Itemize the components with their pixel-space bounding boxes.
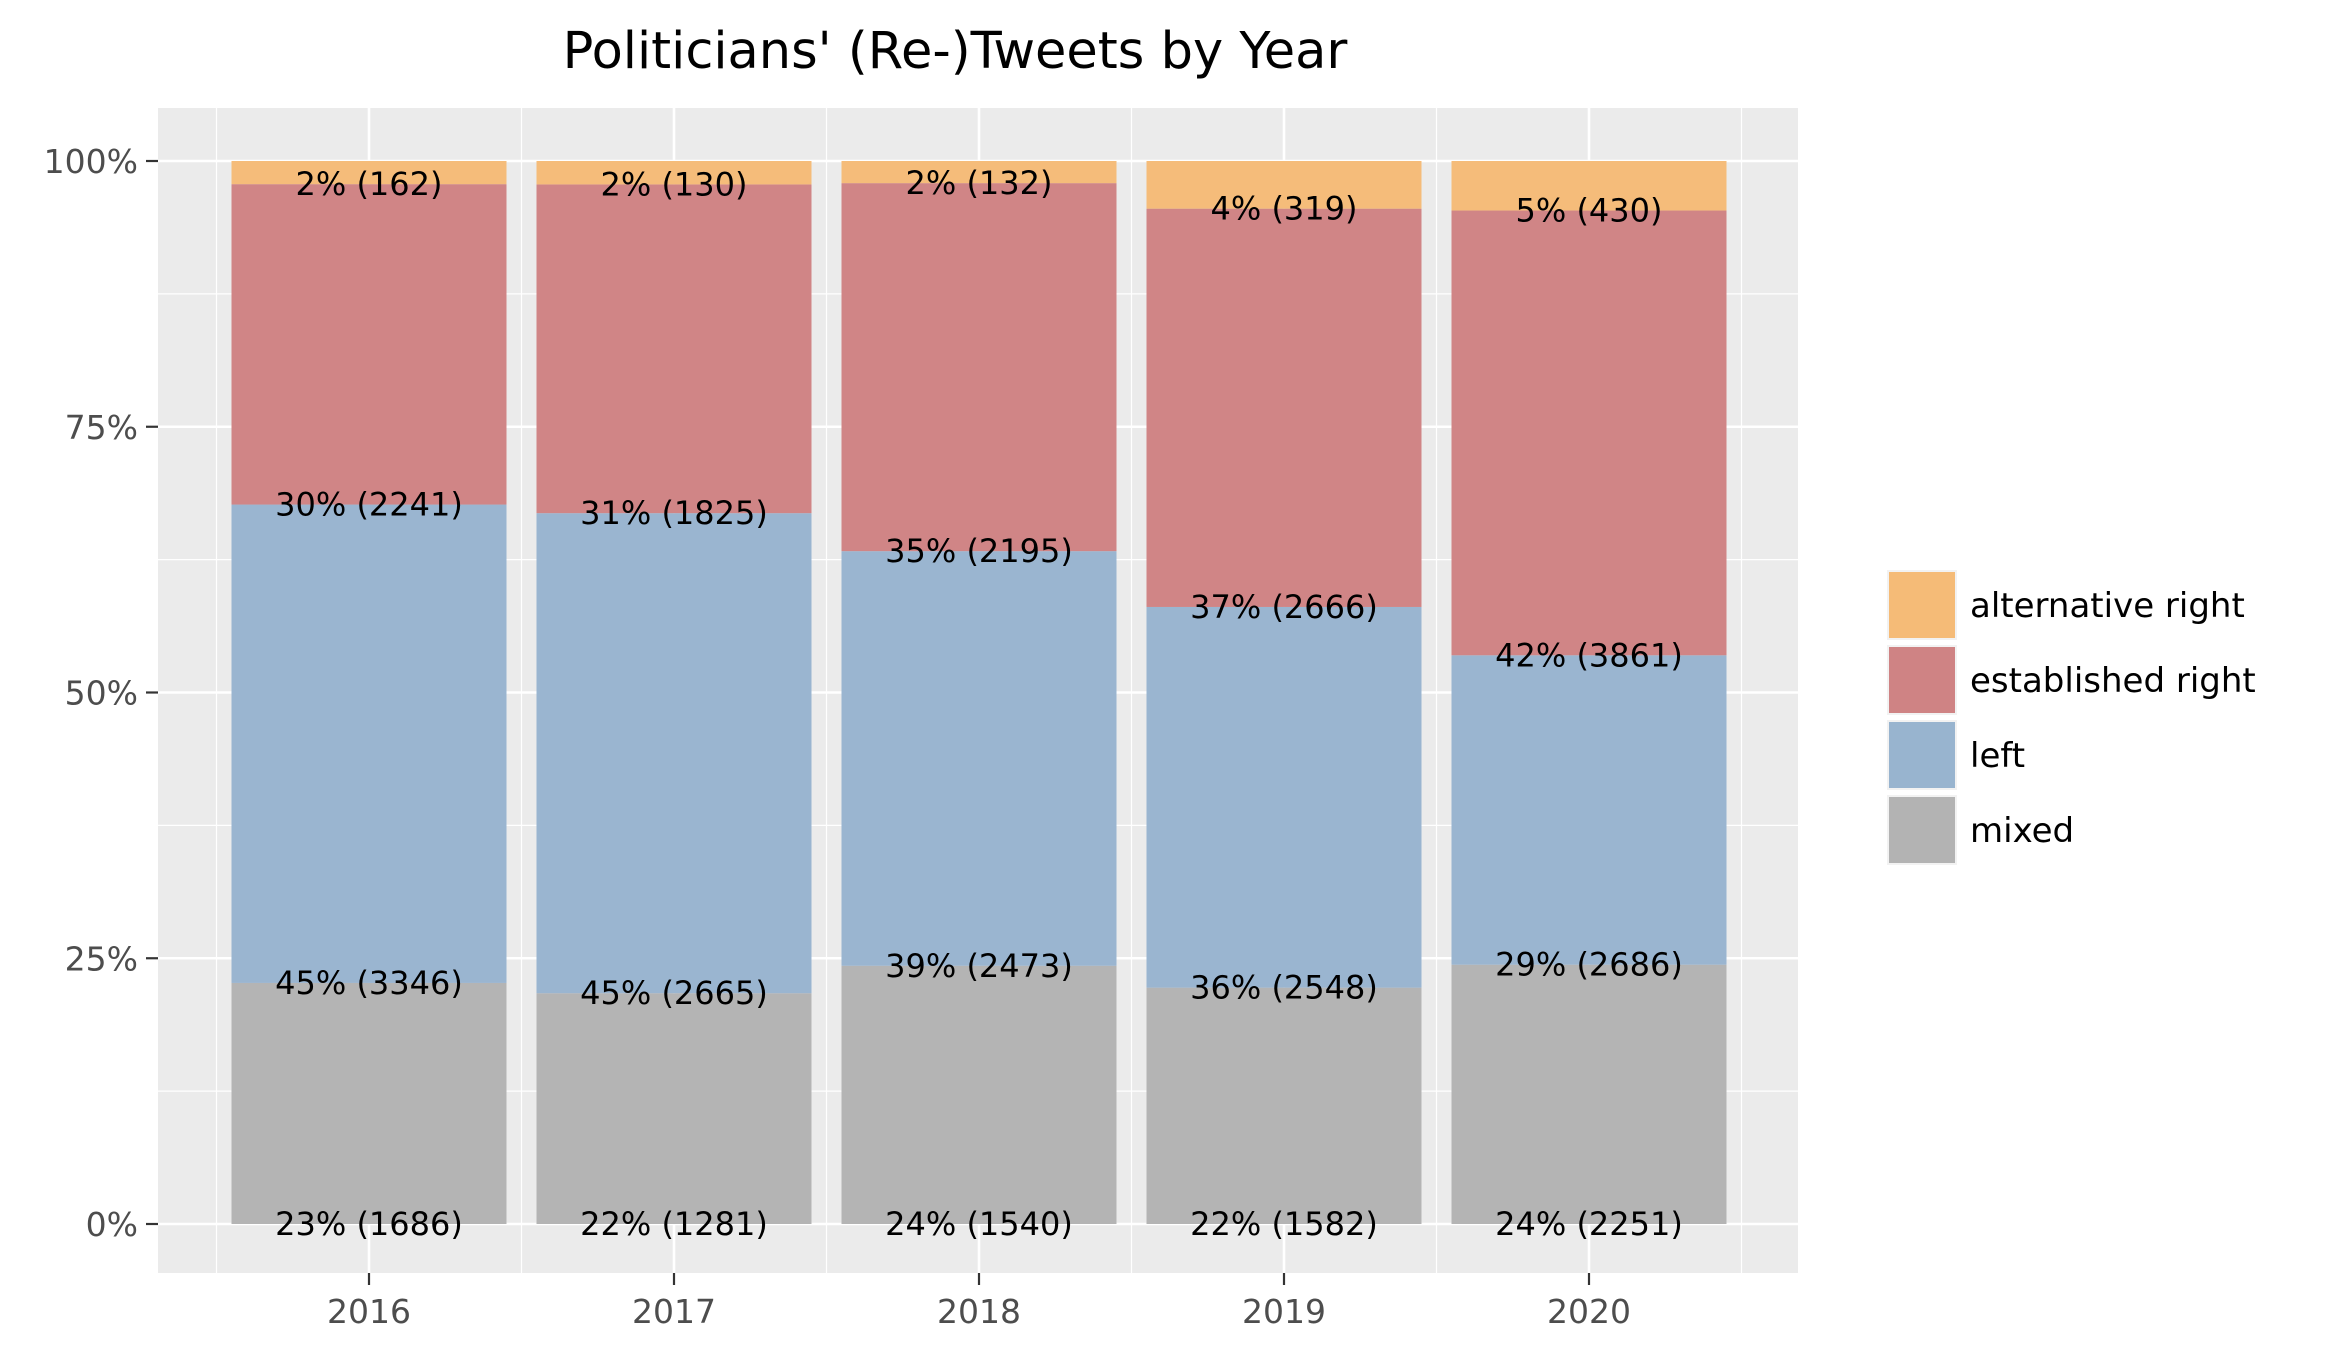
x-tick-label: 2018 [937, 1292, 1021, 1331]
y-tick-label: 75% [65, 408, 138, 447]
bar-segment-established-right-2016 [231, 184, 507, 505]
legend-swatch-mixed [1889, 797, 1955, 863]
bar-segment-mixed-2018 [841, 965, 1117, 1224]
bar-label-left-2019: 36% (2548) [1190, 969, 1378, 1007]
legend-label-left: left [1970, 736, 2025, 776]
bar-label-mixed-2016: 23% (1686) [275, 1205, 463, 1243]
legend-label-mixed: mixed [1970, 811, 2074, 851]
bar-segment-left-2020 [1451, 655, 1727, 965]
bar-label-alternative-right-2017: 2% (130) [601, 165, 748, 203]
bar-segment-established-right-2019 [1146, 208, 1422, 607]
bars [231, 161, 1727, 1224]
bar-labels: 23% (1686) 45% (3346) 30% (2241) 2% (162) 22… [275, 164, 1683, 1243]
legend-swatch-alternative-right [1889, 572, 1955, 638]
bar-label-established-right-2016: 30% (2241) [275, 486, 463, 524]
bar-segment-left-2019 [1146, 606, 1422, 988]
legend-swatch-established-right [1889, 647, 1955, 713]
y-tick-label: 50% [65, 674, 138, 713]
bar-segment-left-2018 [841, 551, 1117, 966]
y-tick-label: 25% [65, 939, 138, 978]
bar-segment-established-right-2018 [841, 183, 1117, 552]
bar-label-established-right-2018: 35% (2195) [885, 532, 1073, 570]
bar-label-established-right-2017: 31% (1825) [580, 494, 768, 532]
bar-label-left-2017: 45% (2665) [580, 974, 768, 1012]
chart-title: Politicians' (Re-)Tweets by Year [563, 22, 1348, 81]
x-axis: 2016 2017 2018 2019 2020 [327, 1273, 1631, 1331]
bar-segment-alternative-right-2019 [1146, 161, 1422, 209]
bar-segment-alternative-right-2018 [841, 161, 1117, 184]
bar-label-mixed-2018: 24% (1540) [885, 1205, 1073, 1243]
bar-label-alternative-right-2018: 2% (132) [906, 164, 1053, 202]
bar-label-mixed-2020: 24% (2251) [1495, 1205, 1683, 1243]
bar-label-mixed-2017: 22% (1281) [580, 1205, 768, 1243]
bar-label-established-right-2019: 37% (2666) [1190, 588, 1378, 626]
bar-segment-mixed-2016 [231, 982, 507, 1224]
y-tick-label: 100% [44, 142, 138, 181]
bar-segment-mixed-2020 [1451, 964, 1727, 1224]
legend-label-established-right: established right [1970, 661, 2256, 701]
bar-label-alternative-right-2020: 5% (430) [1516, 192, 1663, 230]
y-tick-label: 0% [86, 1205, 138, 1244]
bar-label-mixed-2019: 22% (1582) [1190, 1205, 1378, 1243]
bar-label-left-2020: 29% (2686) [1495, 946, 1683, 984]
legend-label-alternative-right: alternative right [1970, 586, 2245, 626]
bar-segment-mixed-2019 [1146, 987, 1422, 1224]
y-axis: 0% 25% 50% 75% 100% [44, 142, 158, 1244]
x-tick-label: 2016 [327, 1292, 411, 1331]
x-tick-label: 2019 [1242, 1292, 1326, 1331]
legend: alternative right established right left mi… [1887, 570, 2256, 865]
bar-segment-alternative-right-2016 [231, 161, 507, 185]
legend-swatch-left [1889, 722, 1955, 788]
bar-segment-left-2016 [231, 504, 507, 983]
bar-label-left-2018: 39% (2473) [885, 947, 1073, 985]
bar-label-established-right-2020: 42% (3861) [1495, 636, 1683, 674]
bar-segment-left-2017 [536, 513, 812, 994]
bar-segment-alternative-right-2020 [1451, 161, 1727, 211]
x-tick-label: 2017 [632, 1292, 716, 1331]
bar-segment-mixed-2017 [536, 993, 812, 1224]
bar-label-left-2016: 45% (3346) [275, 964, 463, 1002]
bar-segment-established-right-2020 [1451, 210, 1727, 656]
bar-segment-established-right-2017 [536, 184, 812, 514]
bar-label-alternative-right-2016: 2% (162) [296, 165, 443, 203]
bar-segment-alternative-right-2017 [536, 161, 812, 185]
x-tick-label: 2020 [1547, 1292, 1631, 1331]
bar-label-alternative-right-2019: 4% (319) [1211, 190, 1358, 228]
